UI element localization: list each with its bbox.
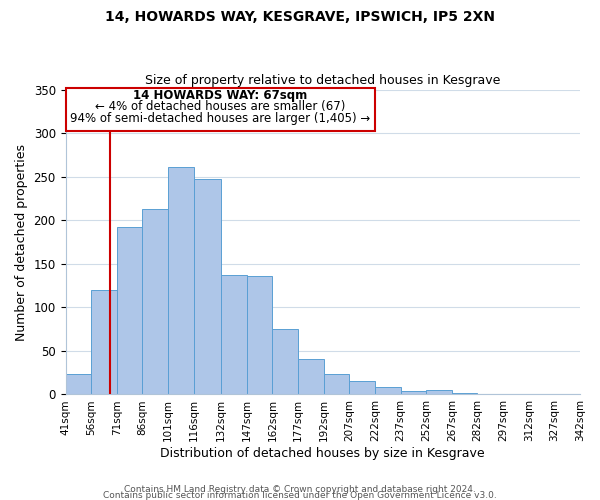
Text: 14 HOWARDS WAY: 67sqm: 14 HOWARDS WAY: 67sqm bbox=[133, 89, 307, 102]
Title: Size of property relative to detached houses in Kesgrave: Size of property relative to detached ho… bbox=[145, 74, 500, 87]
Bar bbox=[323, 374, 349, 394]
Bar bbox=[452, 392, 478, 394]
Bar bbox=[168, 167, 194, 394]
Bar bbox=[401, 391, 426, 394]
Text: Contains public sector information licensed under the Open Government Licence v3: Contains public sector information licen… bbox=[103, 490, 497, 500]
Text: 14, HOWARDS WAY, KESGRAVE, IPSWICH, IP5 2XN: 14, HOWARDS WAY, KESGRAVE, IPSWICH, IP5 … bbox=[105, 10, 495, 24]
Bar bbox=[117, 227, 142, 394]
Bar bbox=[91, 290, 117, 395]
Text: Contains HM Land Registry data © Crown copyright and database right 2024.: Contains HM Land Registry data © Crown c… bbox=[124, 484, 476, 494]
Bar bbox=[426, 390, 452, 394]
X-axis label: Distribution of detached houses by size in Kesgrave: Distribution of detached houses by size … bbox=[160, 447, 485, 460]
Bar bbox=[272, 329, 298, 394]
Text: ← 4% of detached houses are smaller (67): ← 4% of detached houses are smaller (67) bbox=[95, 100, 346, 114]
Bar bbox=[349, 380, 375, 394]
Bar bbox=[298, 358, 323, 394]
Bar bbox=[375, 388, 401, 394]
Bar bbox=[247, 276, 272, 394]
Bar bbox=[194, 180, 221, 394]
Text: 94% of semi-detached houses are larger (1,405) →: 94% of semi-detached houses are larger (… bbox=[70, 112, 370, 125]
Bar bbox=[65, 374, 91, 394]
Y-axis label: Number of detached properties: Number of detached properties bbox=[15, 144, 28, 340]
Bar bbox=[65, 88, 375, 132]
Bar bbox=[221, 275, 247, 394]
Bar bbox=[142, 209, 168, 394]
